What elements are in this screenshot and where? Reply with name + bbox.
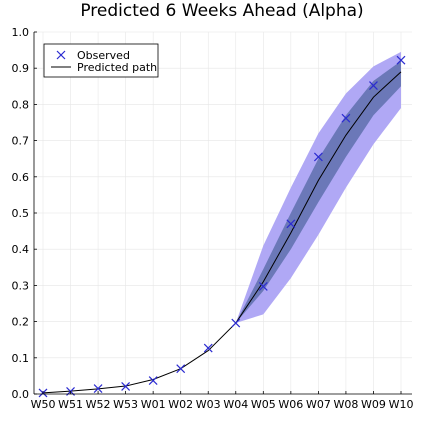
y-tick-label-0: 0.0 [12,388,30,401]
observed-point [258,282,268,291]
observed-point-stroke-b [313,152,323,162]
grid [34,31,412,395]
observed-point-stroke-b [396,55,406,65]
observed-point [341,113,351,123]
observed-point-stroke-b [121,381,131,391]
y-tick-labels: 0.0 0.1 0.2 0.3 0.4 0.5 0.6 0.7 0.8 0.9 1.0 [12,26,30,401]
y-tick-label-7: 0.7 [12,135,30,148]
predicted-line-layer [42,71,402,394]
observed-point [203,343,213,353]
x-tick-label-0: W50 [31,398,56,411]
y-tick-label-4: 0.4 [12,243,30,256]
x-tick-label-5: W02 [168,398,193,411]
observed-point [286,219,296,229]
x-tick-label-10: W07 [306,398,331,411]
axes [33,31,412,395]
observed-point-stroke-b [203,343,213,353]
observed-point [369,81,378,91]
observed-point [313,152,323,162]
x-tick-label-3: W53 [113,398,138,411]
legend-box [43,43,159,78]
x-tick-labels: W50 W51 W52 W53 W01 W02 W03 W04 W05 W06 W07 W08 W09 W… [31,398,414,411]
x-tick-label-11: W08 [333,398,358,411]
legend-observed-marker [56,50,66,60]
x-tick-label-6: W03 [196,398,221,411]
y-tick-label-8: 0.8 [12,98,30,111]
observed-point-stroke-b [258,282,268,291]
observed-point [231,318,241,328]
observed-point-stroke-b [231,318,241,328]
y-tick-label-9: 0.9 [12,62,30,75]
observed-point-stroke-b [286,219,296,229]
observed-point [121,381,131,391]
observed-point-stroke-b [148,376,158,386]
y-tick-label-1: 0.1 [12,352,30,365]
observed-point-stroke-b [93,384,103,393]
x-tick-label-8: W05 [251,398,276,411]
observed-point [396,55,406,65]
y-tick-label-5: 0.5 [12,207,30,220]
x-tick-label-1: W51 [58,398,83,411]
x-tick-label-4: W01 [141,398,166,411]
y-tick-label-10: 1.0 [12,26,30,39]
predicted-path-line [42,71,402,394]
y-tick-label-2: 0.2 [12,316,30,329]
x-tick-label-13: W10 [389,398,414,411]
observed-point [93,384,103,393]
observed-point-stroke-b [176,364,186,374]
y-tick-label-6: 0.6 [12,171,30,184]
y-tick-label-3: 0.3 [12,279,30,292]
x-tick-label-9: W06 [278,398,303,411]
chart-title: Predicted 6 Weeks Ahead (Alpha) [80,1,363,21]
observed-point [176,364,186,374]
legend-predicted-label: Predicted path [77,61,157,74]
x-tick-label-2: W52 [86,398,111,411]
legend: Observed Predicted path [43,43,159,78]
observed-point-stroke-b [341,113,351,123]
observed-point [148,376,158,386]
observed-point-stroke-b [369,81,378,91]
x-tick-label-12: W09 [361,398,386,411]
legend-observed-label: Observed [77,49,130,62]
x-tick-label-7: W04 [223,398,248,411]
